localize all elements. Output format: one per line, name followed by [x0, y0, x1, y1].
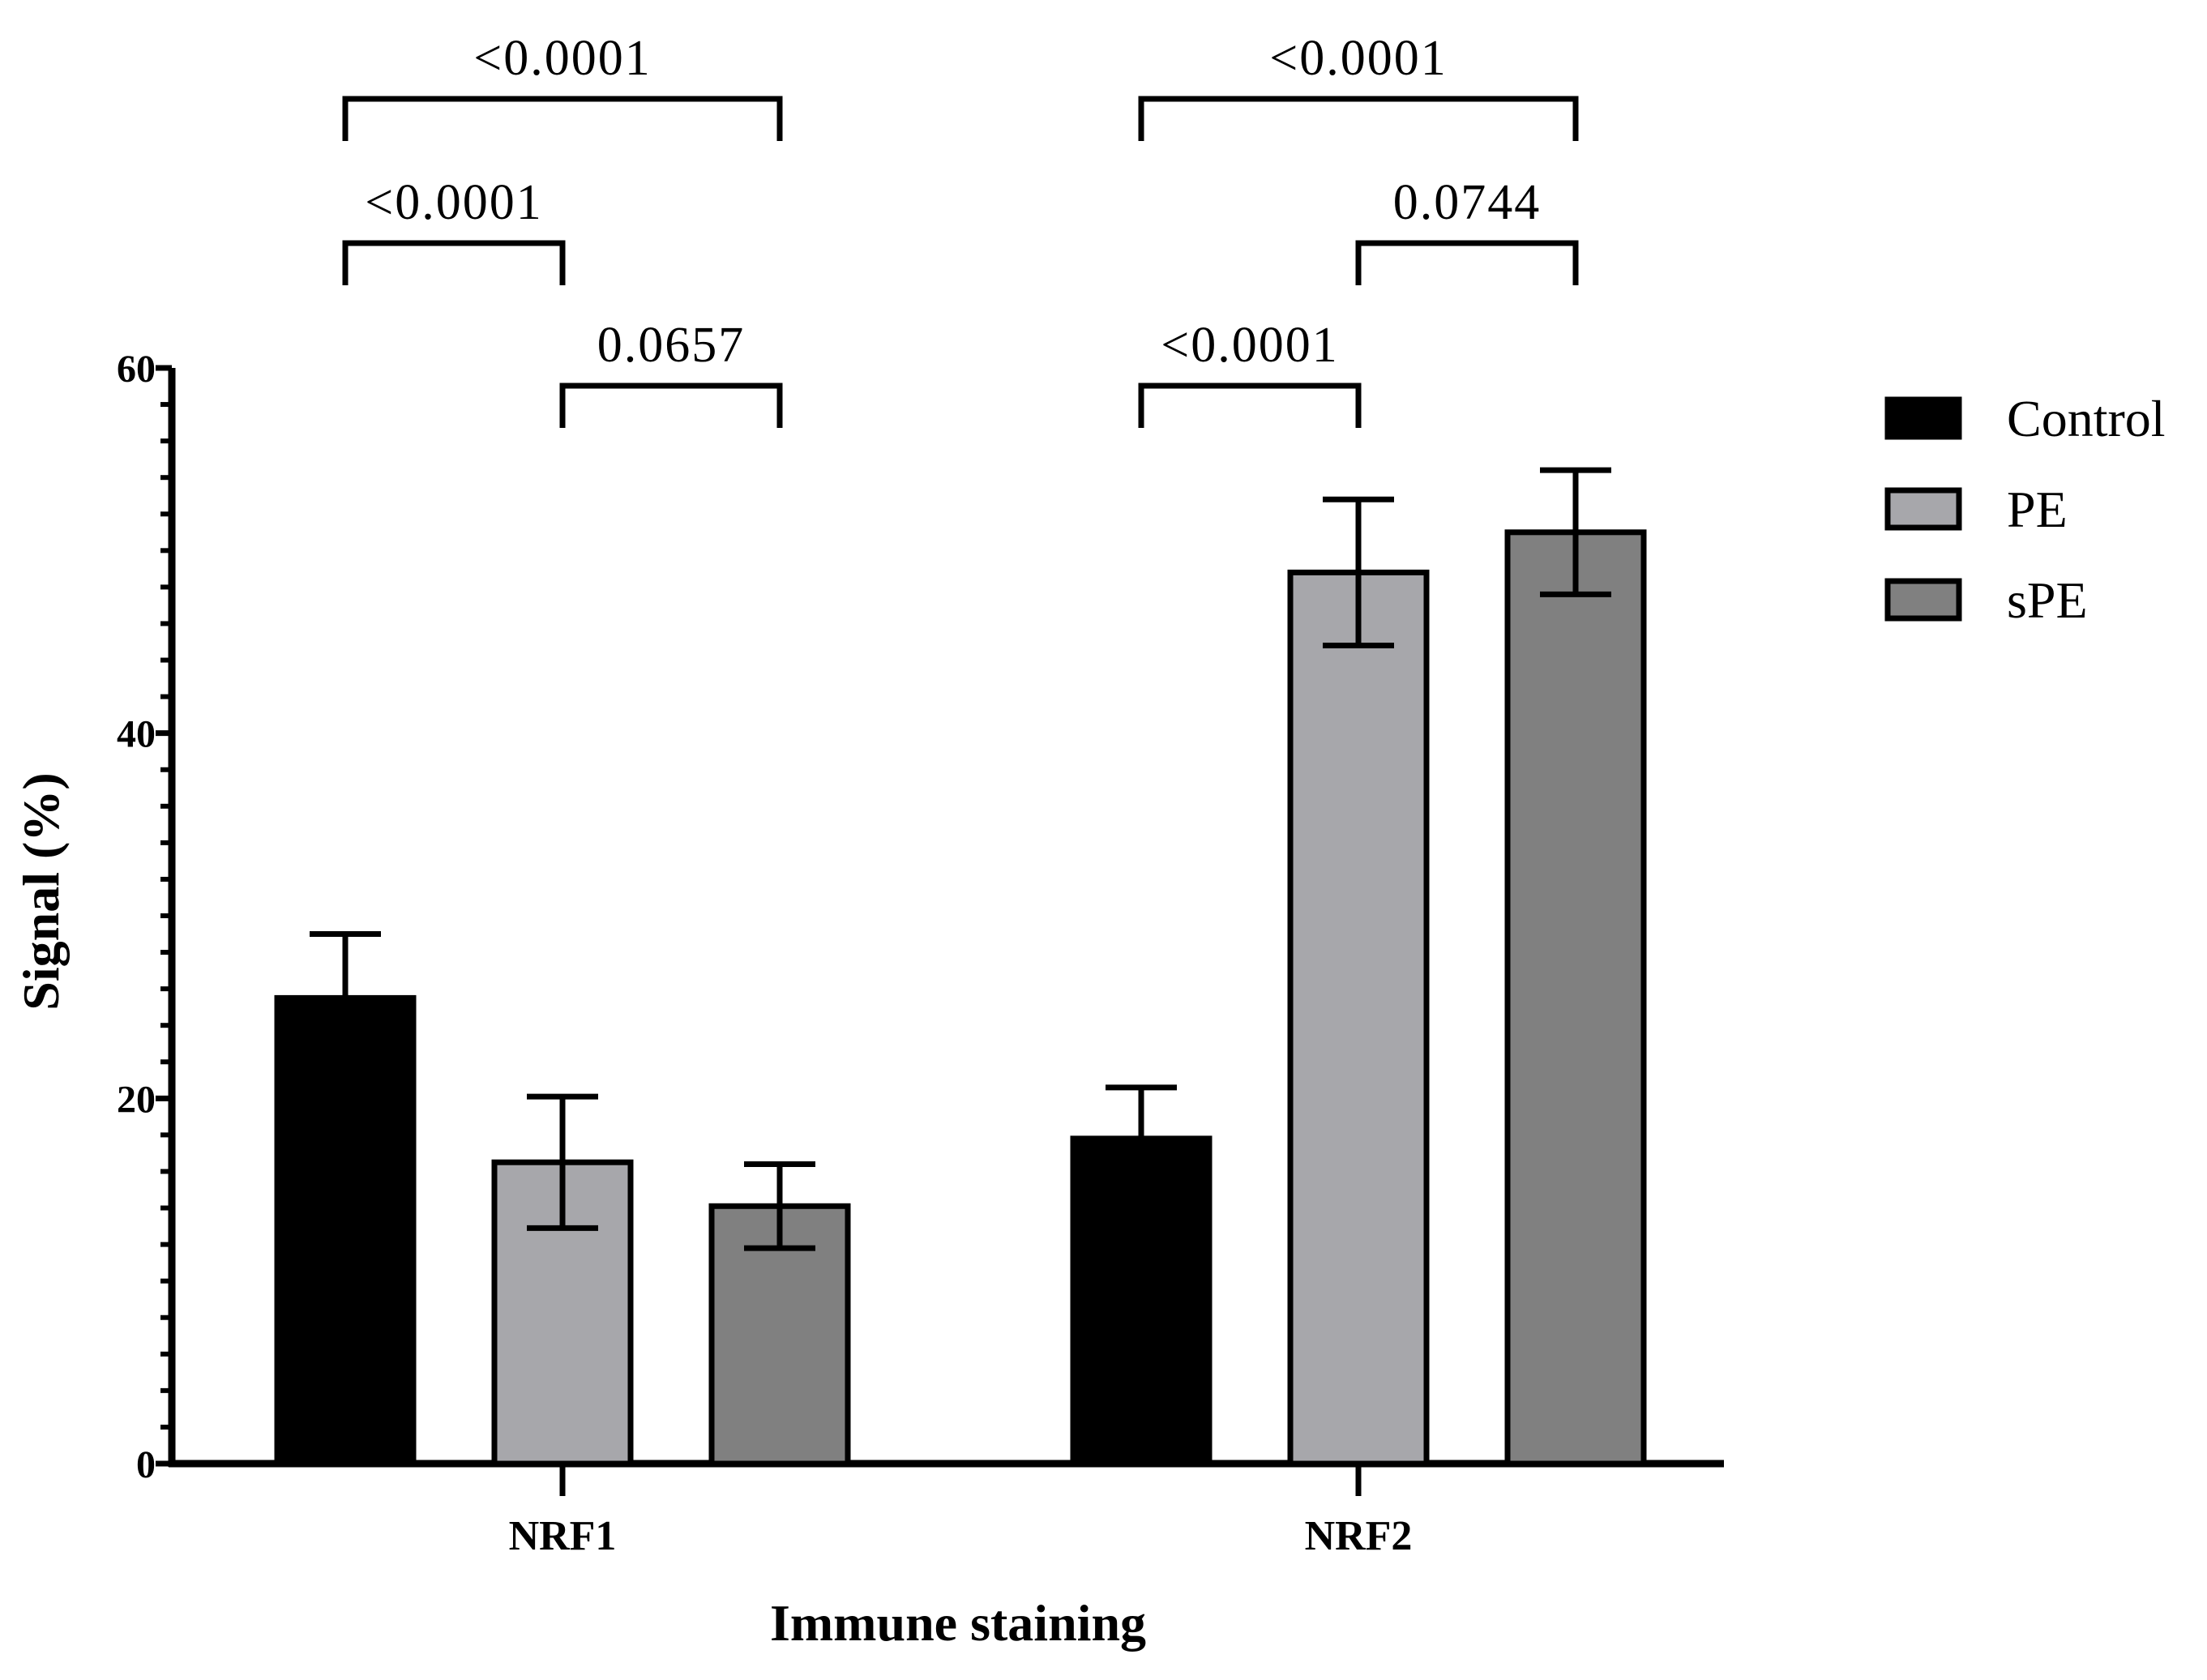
- significance-bracket: [342, 240, 566, 285]
- legend-label-spe: sPE: [2007, 571, 2088, 629]
- significance-bracket: [1138, 383, 1362, 428]
- legend-swatch-control: [1884, 396, 1962, 440]
- p-value-label: 0.0657: [597, 318, 746, 373]
- bar-control-nrf1: [274, 994, 417, 1467]
- y-tick-label: 20: [117, 1078, 156, 1121]
- error-bars: [310, 467, 1611, 1251]
- legend-label-control: Control: [2007, 390, 2166, 447]
- p-value-label: <0.0001: [1269, 31, 1447, 86]
- p-value-label: 0.0744: [1393, 175, 1542, 230]
- bar-control-nrf2: [1070, 1135, 1213, 1467]
- significance-bracket: [342, 96, 783, 141]
- significance-bracket: [1355, 240, 1579, 285]
- legend-swatch-spe: [1884, 578, 1962, 622]
- legend-swatch-pe: [1884, 487, 1962, 531]
- p-value-label: <0.0001: [1161, 318, 1338, 373]
- bars: [274, 529, 1647, 1467]
- significance-bracket: [559, 383, 783, 428]
- legend: Control PE sPE: [1884, 390, 2166, 629]
- y-axis-title: Signal (%): [12, 772, 70, 1010]
- x-tick-label-nrf2: NRF2: [1305, 1513, 1413, 1559]
- significance-bracket: [1138, 96, 1579, 141]
- y-tick-label: 60: [117, 348, 156, 391]
- y-tick-label: 40: [117, 713, 156, 756]
- legend-label-pe: PE: [2007, 481, 2068, 538]
- y-tick-label: 0: [136, 1443, 156, 1486]
- axes: 0 20 40 60 NRF1 NRF2: [117, 348, 1724, 1559]
- p-value-label: <0.0001: [473, 31, 651, 86]
- x-axis-title: Immune staining: [770, 1594, 1146, 1652]
- bar-spe-nrf2: [1504, 529, 1647, 1467]
- bar-pe-nrf2: [1287, 569, 1430, 1467]
- x-tick-label-nrf1: NRF1: [509, 1513, 617, 1559]
- significance-brackets: <0.0001 <0.0001 0.0657 <0.0001 0.0744 <0.0001: [342, 31, 1579, 428]
- p-value-label: <0.0001: [365, 175, 542, 230]
